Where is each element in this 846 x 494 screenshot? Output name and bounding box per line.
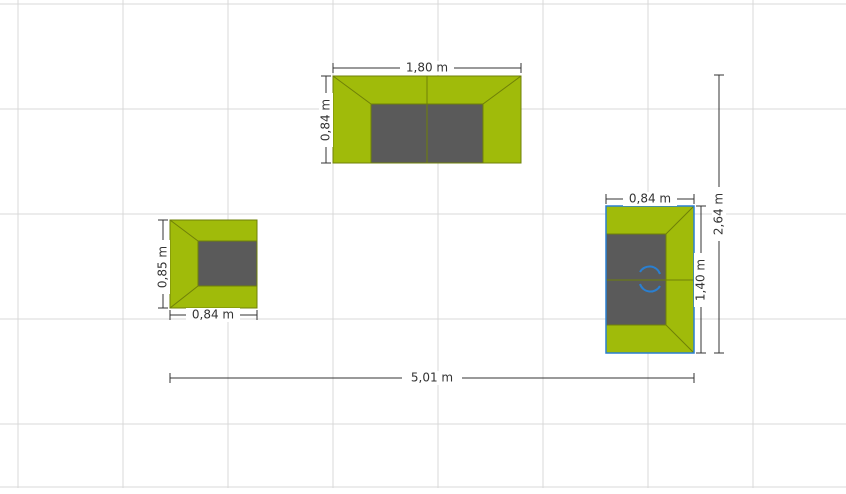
armchair-right[interactable] bbox=[605, 205, 695, 354]
dimension-label: 0,84 m bbox=[319, 99, 333, 141]
sofa[interactable] bbox=[332, 75, 522, 164]
armchair-left[interactable] bbox=[169, 219, 258, 309]
dimension-label: 1,40 m bbox=[694, 259, 708, 301]
dimension-label: 0,84 m bbox=[192, 308, 234, 322]
dimension-label: 2,64 m bbox=[712, 193, 726, 235]
dimension-label: 0,85 m bbox=[156, 246, 170, 288]
dimensions: 1,80 m 0,84 m 0,85 m 0,84 m 0,84 m 1,40 … bbox=[156, 61, 726, 385]
dimension-label: 5,01 m bbox=[411, 371, 453, 385]
dimension-label: 0,84 m bbox=[629, 192, 671, 206]
rotate-handle[interactable] bbox=[639, 265, 661, 293]
dimension-label: 1,80 m bbox=[406, 61, 448, 75]
